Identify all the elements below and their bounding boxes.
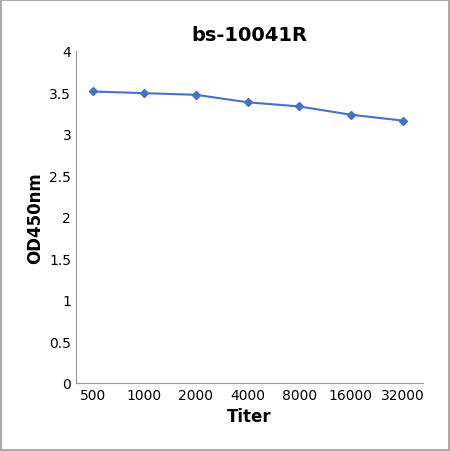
Y-axis label: OD450nm: OD450nm [26, 171, 44, 263]
Title: bs-10041R: bs-10041R [191, 26, 307, 45]
X-axis label: Titer: Titer [227, 407, 272, 425]
